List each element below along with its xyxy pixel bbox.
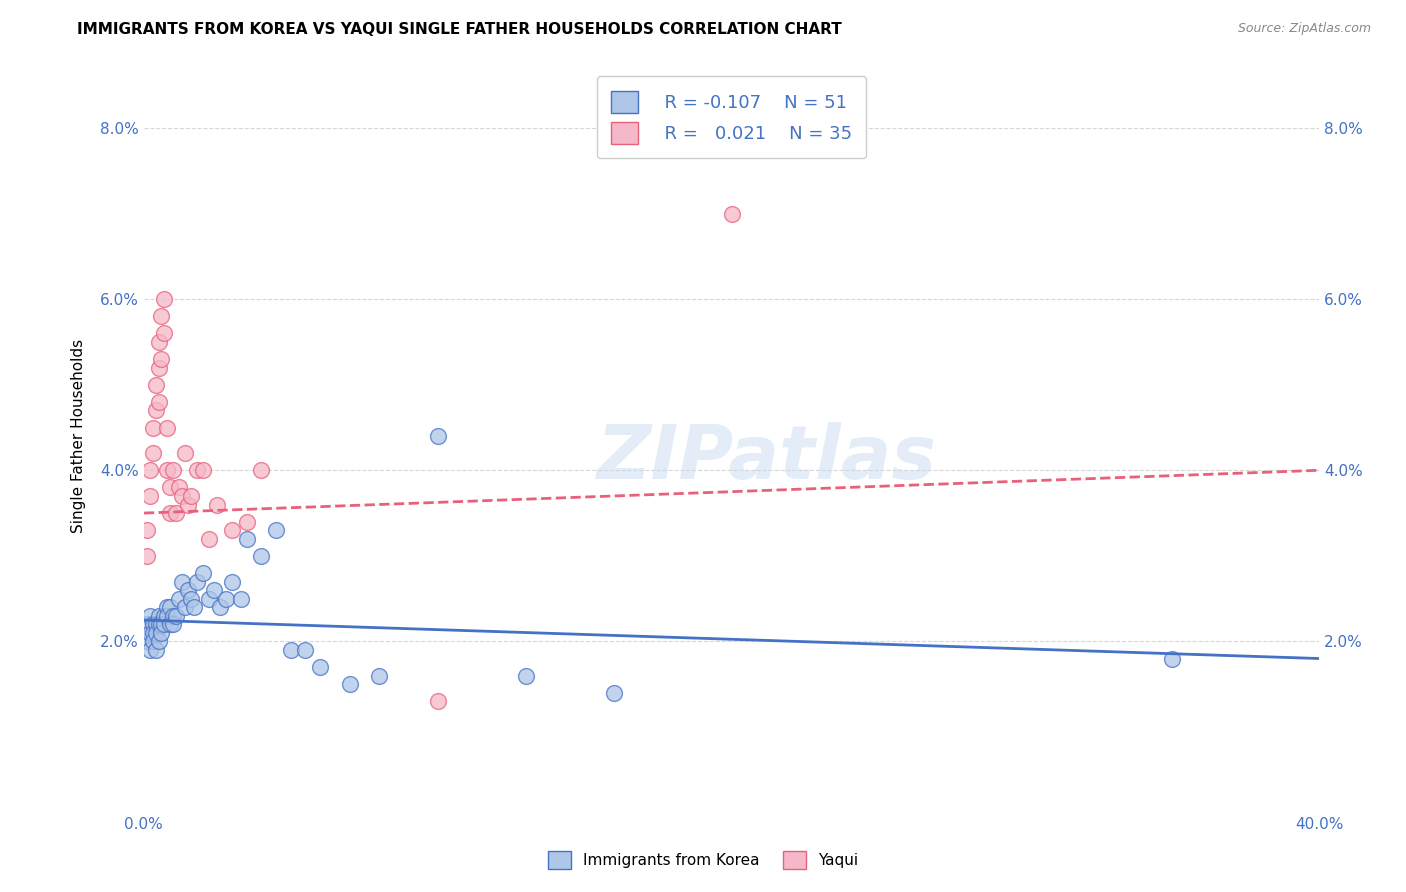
Point: [135, 549, 157, 563]
Point: [250, 549, 273, 563]
Point: [159, 480, 181, 494]
Point: [368, 668, 391, 682]
Point: [148, 608, 170, 623]
Text: IMMIGRANTS FROM KOREA VS YAQUI SINGLE FATHER HOUSEHOLDS CORRELATION CHART: IMMIGRANTS FROM KOREA VS YAQUI SINGLE FA…: [77, 22, 842, 37]
Legend:   R = -0.107    N = 51,   R =   0.021    N = 35: R = -0.107 N = 51, R = 0.021 N = 35: [596, 76, 866, 158]
Point: [180, 591, 202, 606]
Point: [150, 352, 173, 367]
Y-axis label: Single Father Households: Single Father Households: [72, 339, 86, 533]
Point: [148, 634, 170, 648]
Point: [209, 600, 232, 615]
Point: [250, 463, 273, 477]
Point: [145, 403, 167, 417]
Point: [183, 600, 205, 615]
Point: [153, 617, 176, 632]
Point: [202, 583, 225, 598]
Point: [153, 292, 176, 306]
Point: [229, 591, 252, 606]
Point: [426, 429, 449, 443]
Point: [139, 489, 162, 503]
Point: [235, 515, 257, 529]
Point: [139, 625, 162, 640]
Point: [180, 489, 202, 503]
Point: [221, 574, 243, 589]
Point: [191, 463, 214, 477]
Point: [148, 617, 170, 632]
Point: [197, 591, 219, 606]
Point: [165, 506, 187, 520]
Point: [139, 463, 162, 477]
Point: [197, 532, 219, 546]
Point: [221, 523, 243, 537]
Point: [139, 608, 162, 623]
Point: [515, 668, 537, 682]
Point: [159, 506, 181, 520]
Point: [215, 591, 238, 606]
Point: [145, 625, 167, 640]
Point: [177, 498, 200, 512]
Point: [156, 600, 179, 615]
Point: [294, 643, 316, 657]
Point: [186, 574, 208, 589]
Legend: Immigrants from Korea, Yaqui: Immigrants from Korea, Yaqui: [541, 845, 865, 875]
Point: [148, 334, 170, 349]
Point: [156, 463, 179, 477]
Point: [150, 625, 173, 640]
Point: [159, 617, 181, 632]
Point: [139, 643, 162, 657]
Point: [264, 523, 287, 537]
Point: [309, 660, 332, 674]
Point: [235, 532, 257, 546]
Point: [142, 625, 165, 640]
Point: [174, 446, 197, 460]
Point: [153, 326, 176, 341]
Point: [1161, 651, 1184, 665]
Point: [170, 489, 193, 503]
Point: [153, 608, 176, 623]
Point: [142, 634, 165, 648]
Text: Source: ZipAtlas.com: Source: ZipAtlas.com: [1237, 22, 1371, 36]
Point: [156, 608, 179, 623]
Point: [148, 394, 170, 409]
Point: [135, 634, 157, 648]
Point: [167, 480, 190, 494]
Point: [142, 617, 165, 632]
Point: [720, 206, 742, 220]
Point: [135, 523, 157, 537]
Point: [145, 617, 167, 632]
Point: [165, 608, 187, 623]
Text: ZIPatlas: ZIPatlas: [596, 422, 936, 495]
Point: [162, 617, 184, 632]
Point: [207, 498, 229, 512]
Point: [167, 591, 190, 606]
Point: [142, 446, 165, 460]
Point: [162, 463, 184, 477]
Point: [603, 686, 626, 700]
Point: [177, 583, 200, 598]
Point: [142, 420, 165, 434]
Point: [148, 360, 170, 375]
Point: [186, 463, 208, 477]
Point: [191, 566, 214, 580]
Point: [174, 600, 197, 615]
Point: [150, 310, 173, 324]
Point: [145, 377, 167, 392]
Point: [162, 608, 184, 623]
Point: [170, 574, 193, 589]
Point: [145, 643, 167, 657]
Point: [159, 600, 181, 615]
Point: [280, 643, 302, 657]
Point: [426, 694, 449, 708]
Point: [135, 617, 157, 632]
Point: [339, 677, 361, 691]
Point: [156, 420, 179, 434]
Point: [150, 617, 173, 632]
